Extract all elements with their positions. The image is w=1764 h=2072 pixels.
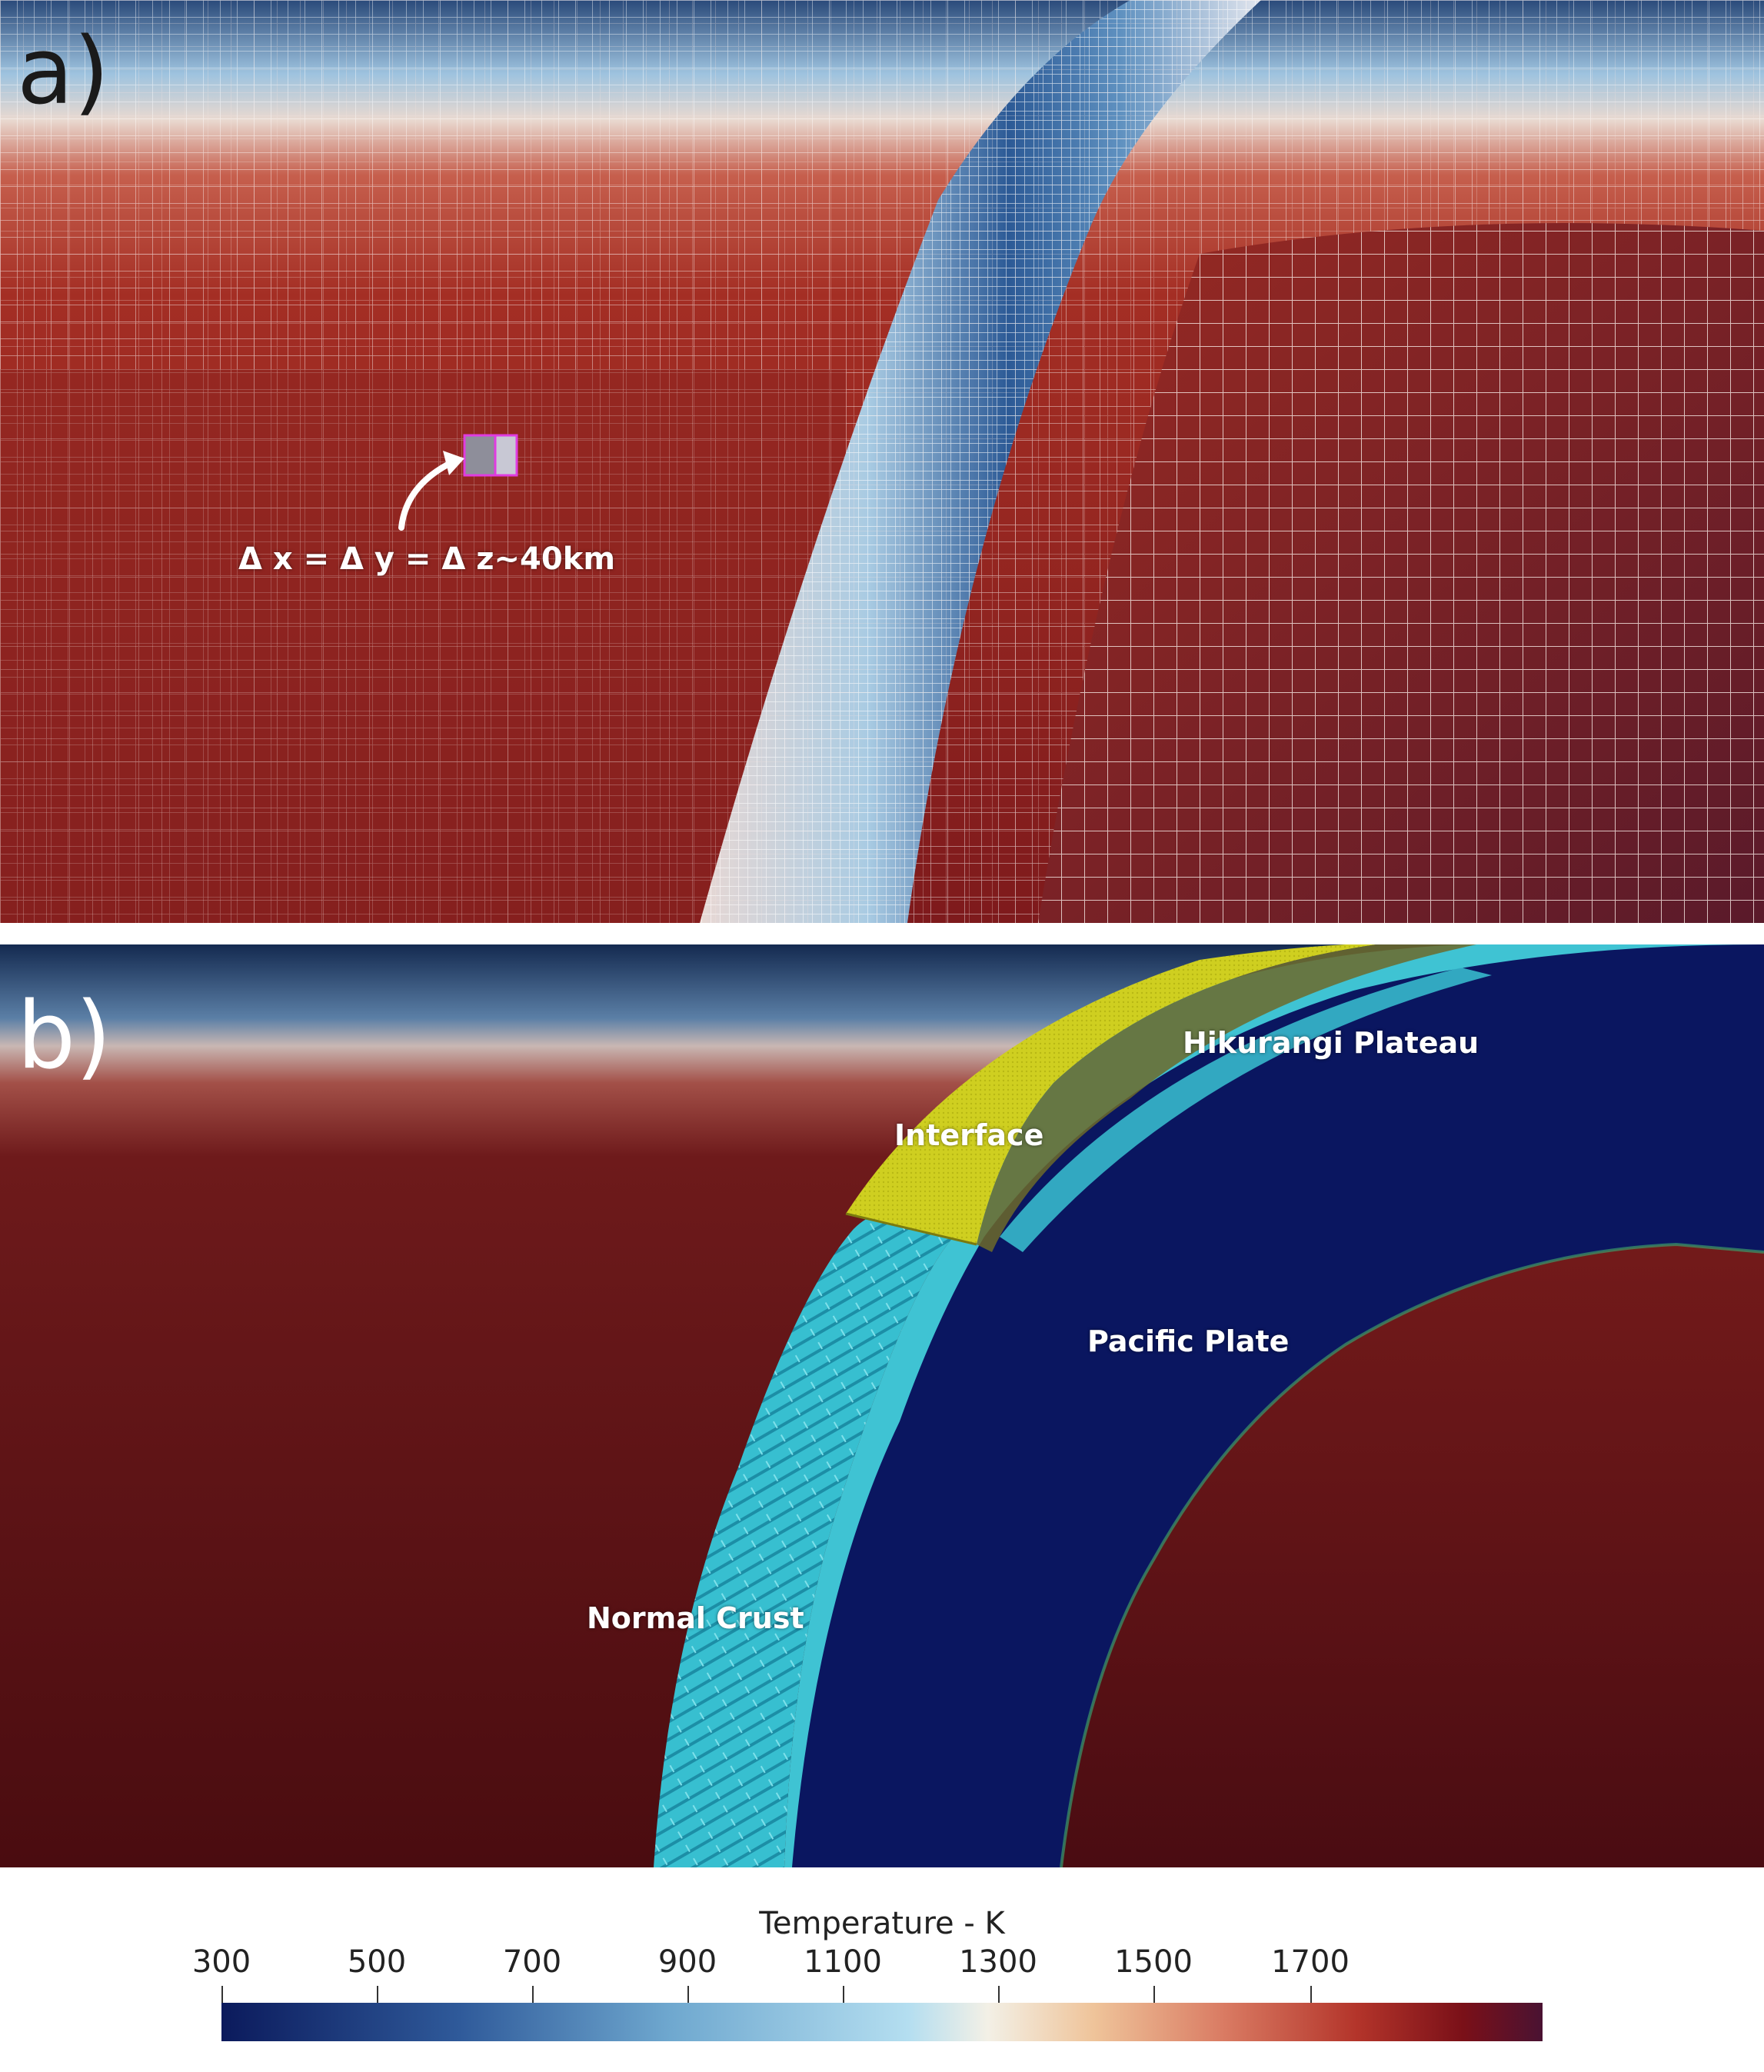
pacific-plate-label: Pacific Plate (1087, 1324, 1290, 1358)
tick-mark-300 (221, 1986, 223, 2003)
tick-label-500: 500 (347, 1944, 407, 1980)
tick-label-1700: 1700 (1271, 1944, 1350, 1980)
panel-a-letter: a) (17, 18, 110, 125)
panel-a-scene (0, 0, 1764, 923)
cell-arrow (398, 458, 457, 531)
tick-label-1100: 1100 (804, 1944, 882, 1980)
cell-size-label: Δ x = Δ y = Δ z~40km (238, 541, 615, 577)
tick-label-300: 300 (191, 1944, 251, 1980)
tick-label-1300: 1300 (959, 1944, 1037, 1980)
mantle-boundary (1060, 1242, 1764, 1867)
tick-label-900: 900 (657, 1944, 717, 1980)
tick-mark-1500 (1153, 1986, 1155, 2003)
tick-mark-500 (377, 1986, 378, 2003)
tick-mark-1300 (998, 1986, 1000, 2003)
plateau-crust-edge (1000, 968, 1492, 1252)
tick-mark-1100 (843, 1986, 844, 2003)
tick-mark-1700 (1310, 1986, 1312, 2003)
panel-b-deep-mantle (1061, 1244, 1764, 1867)
tick-label-1500: 1500 (1114, 1944, 1193, 1980)
tick-label-700: 700 (502, 1944, 562, 1980)
hikurangi-plateau-layer (977, 944, 1476, 1252)
tick-mark-900 (687, 1986, 689, 2003)
tick-mark-700 (532, 1986, 534, 2003)
interface-edge (845, 1212, 977, 1246)
interface-layer (846, 944, 1476, 1244)
cell-arrow-head (443, 451, 464, 475)
normal-crust-layer (654, 1211, 954, 1867)
panel-a-overlay-grid (0, 0, 1764, 923)
interface-label: Interface (894, 1118, 1044, 1152)
highlighted-cell-side (494, 434, 518, 477)
colorbar-title: Temperature - K (759, 1906, 1005, 1941)
colorbar-gradient (221, 2003, 1543, 2041)
temperature-colorbar: Temperature - K 300 500 700 900 1100 130… (0, 1877, 1764, 2072)
panel-a-mesh-view: a) Δ x = Δ y = Δ z~40km (0, 0, 1764, 923)
panel-b-scene (0, 944, 1764, 1867)
hikurangi-plateau-label: Hikurangi Plateau (1183, 1026, 1479, 1060)
panel-b-structure-view: b) Interface Hikurangi Plateau Pacific P… (0, 944, 1764, 1867)
normal-crust-label: Normal Crust (587, 1601, 804, 1635)
panel-b-letter: b) (17, 983, 111, 1090)
highlighted-cell (463, 434, 497, 477)
